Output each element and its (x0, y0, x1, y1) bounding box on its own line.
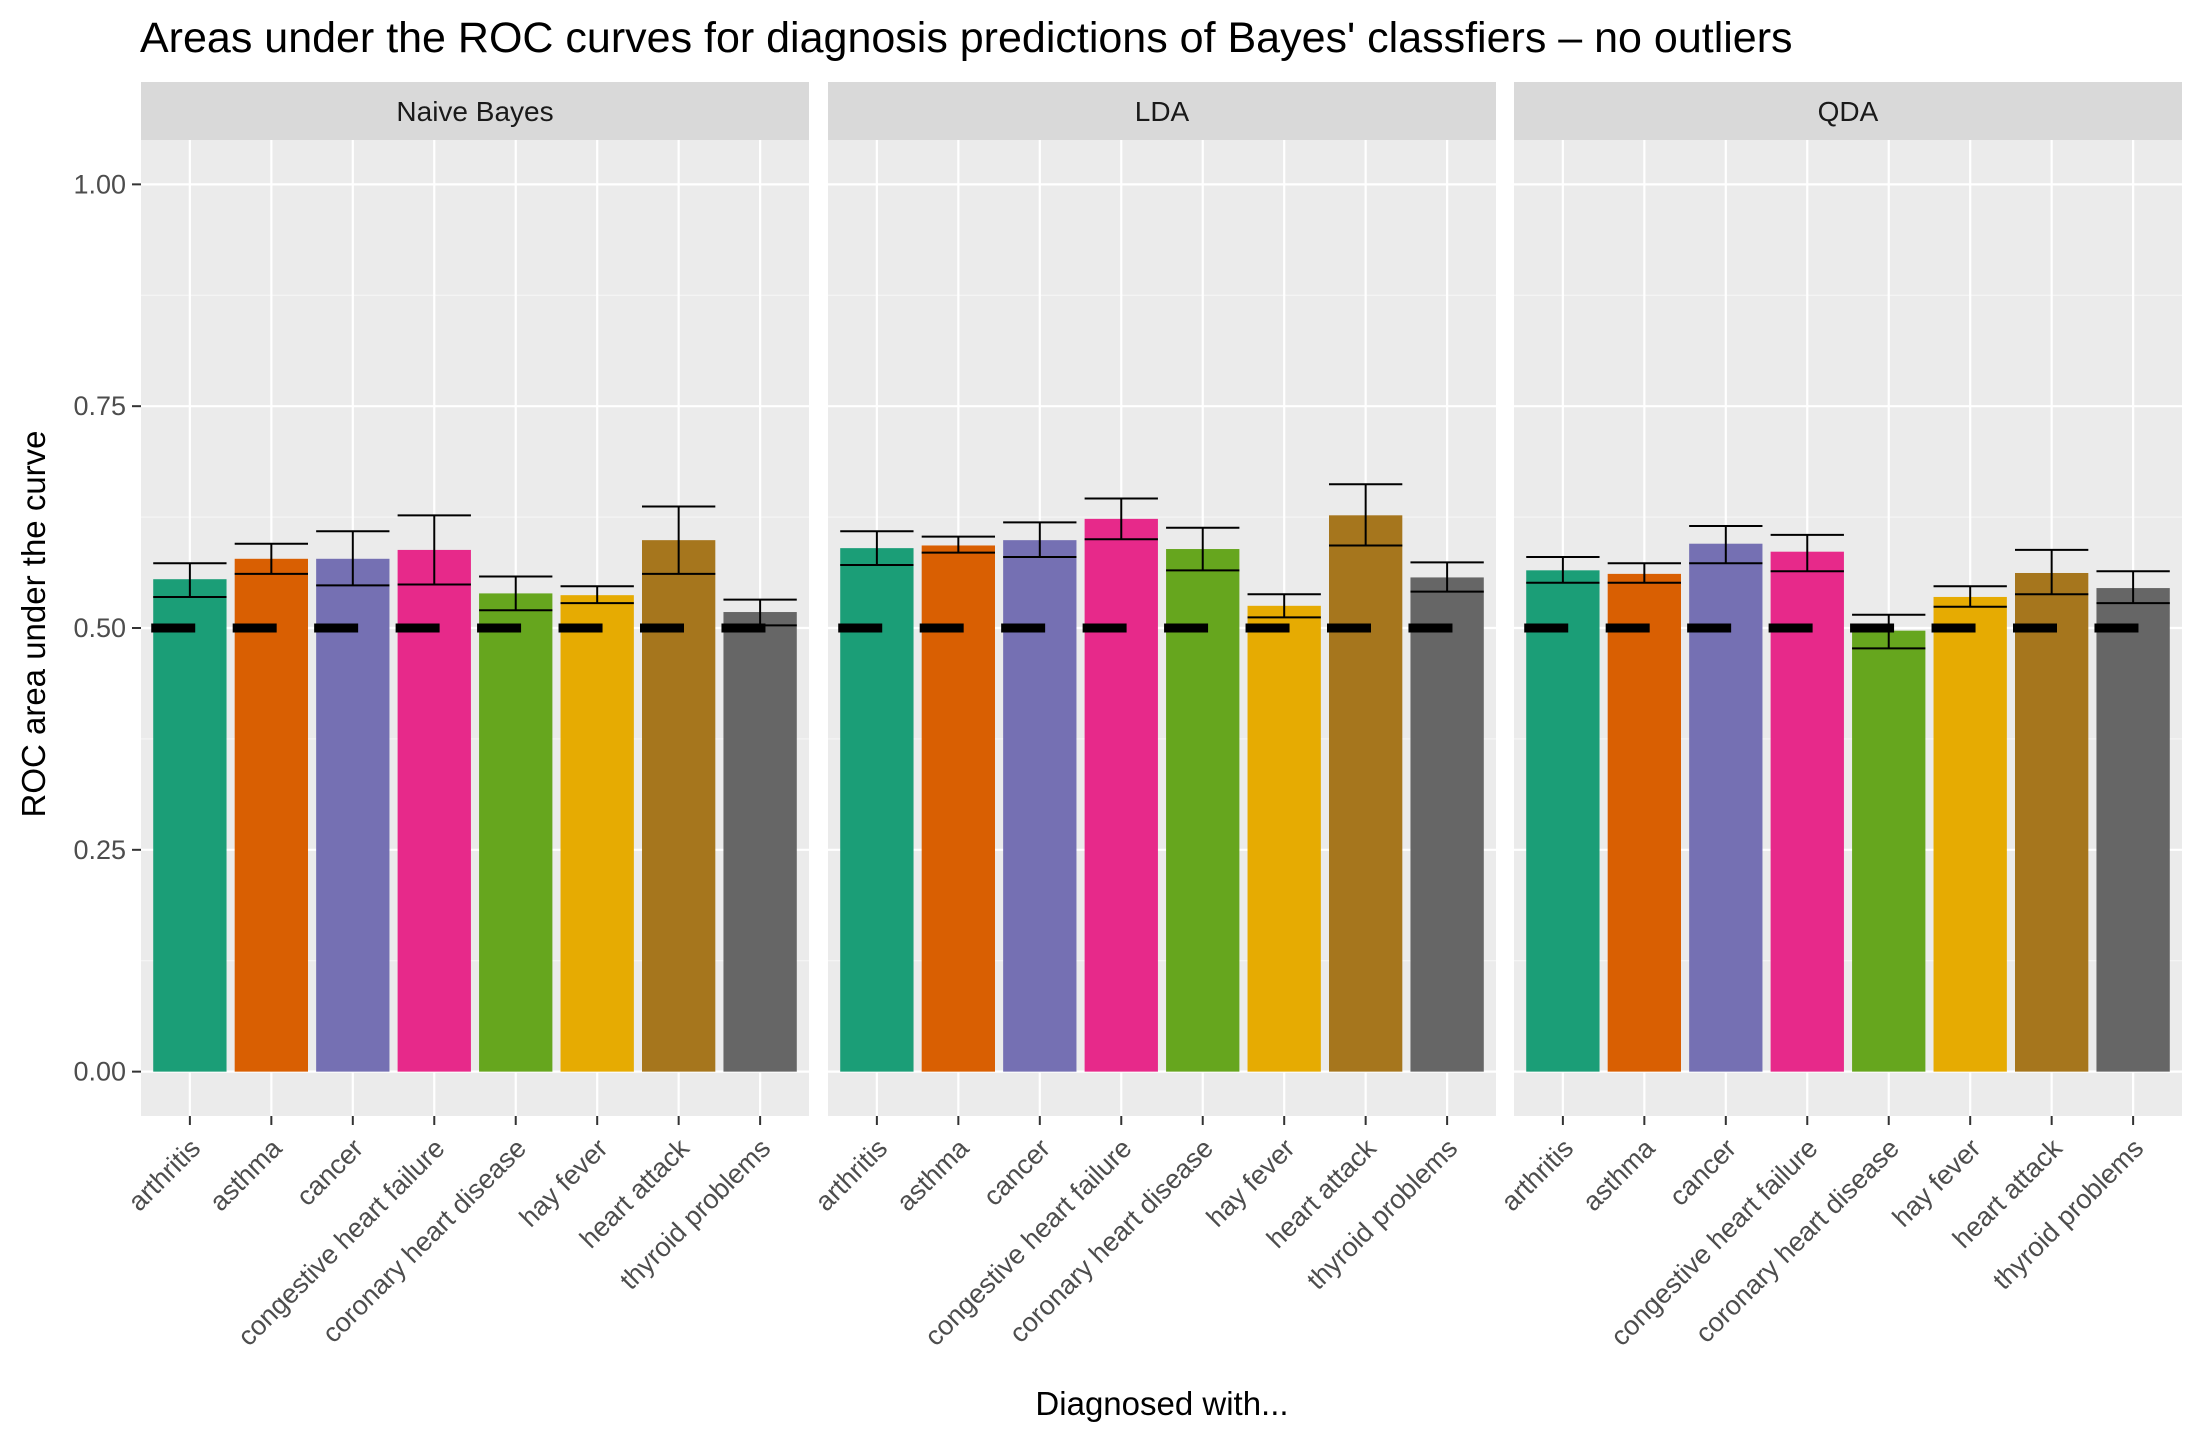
y-tick-label: 1.00 (73, 169, 126, 199)
y-tick-label: 0.75 (73, 391, 126, 421)
bar-congestive-heart-failure (1084, 518, 1158, 1072)
bar-cancer (316, 558, 390, 1072)
bar-congestive-heart-failure (1770, 551, 1844, 1072)
bar-cancer (1003, 540, 1077, 1072)
y-tick-label: 0.50 (73, 613, 126, 643)
x-tick-label: arthritis (809, 1133, 893, 1217)
x-axis-title: Diagnosed with... (1035, 1385, 1288, 1422)
bar-coronary-heart-disease (1166, 549, 1240, 1072)
x-tick-label: asthma (891, 1132, 976, 1217)
bar-hay-fever (1247, 605, 1321, 1072)
bar-arthritis (840, 548, 914, 1072)
x-tick-label: arthritis (1495, 1133, 1579, 1217)
y-axis: 0.00 0.25 0.50 0.75 1.00 (73, 169, 141, 1087)
x-tick-label: asthma (1577, 1132, 1662, 1217)
panel-strip-label: QDA (1818, 96, 1879, 127)
panel-strip (828, 82, 1496, 140)
x-tick-label: thyroid problems (614, 1133, 776, 1295)
x-tick-label: thyroid problems (1987, 1133, 2149, 1295)
bar-heart-attack (2015, 572, 2089, 1072)
bar-hay-fever (560, 595, 634, 1072)
x-tick-label: asthma (204, 1132, 289, 1217)
bar-heart-attack (642, 540, 716, 1072)
panel-strip (141, 82, 809, 140)
y-axis-title: ROC area under the curve (15, 430, 52, 817)
panel-strip-label: Naive Bayes (396, 96, 553, 127)
bar-heart-attack (1329, 515, 1403, 1072)
bar-asthma (234, 558, 308, 1072)
bar-arthritis (1526, 570, 1600, 1072)
bar-asthma (1607, 573, 1681, 1072)
bar-thyroid-problems (1410, 577, 1484, 1072)
panel-strip (1514, 82, 2182, 140)
bar-hay-fever (1933, 596, 2007, 1072)
bar-coronary-heart-disease (1852, 630, 1926, 1072)
bar-congestive-heart-failure (397, 549, 471, 1072)
bar-asthma (921, 545, 995, 1072)
bar-thyroid-problems (723, 612, 797, 1072)
x-tick-label: arthritis (122, 1133, 206, 1217)
chart-title: Areas under the ROC curves for diagnosis… (140, 14, 1793, 62)
x-tick-label: cancer (978, 1133, 1057, 1212)
x-tick-label: thyroid problems (1301, 1133, 1463, 1295)
bar-thyroid-problems (2096, 588, 2170, 1072)
x-tick-label: cancer (291, 1133, 370, 1212)
panel-strip-label: LDA (1135, 96, 1190, 127)
bar-coronary-heart-disease (479, 593, 553, 1072)
bar-cancer (1689, 543, 1763, 1072)
bar-arthritis (153, 579, 227, 1072)
y-tick-label: 0.25 (73, 835, 126, 865)
y-tick-label: 0.00 (73, 1057, 126, 1087)
x-tick-label: cancer (1664, 1133, 1743, 1212)
